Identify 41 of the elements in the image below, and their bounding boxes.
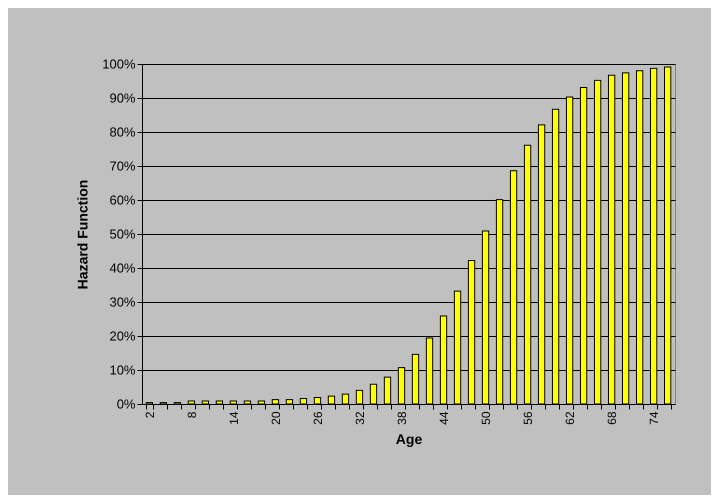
bar	[272, 399, 280, 404]
x-axis-title: Age	[396, 430, 422, 447]
y-tick-label: 10%	[109, 362, 136, 378]
bar	[328, 396, 336, 404]
bar	[286, 399, 294, 404]
bar	[230, 400, 238, 404]
y-tick-label: 0%	[116, 396, 136, 412]
y-tick-label: 50%	[109, 226, 136, 242]
x-tick-label: 32	[352, 411, 367, 425]
y-tick-label: 80%	[109, 124, 136, 140]
x-tick-label: 44	[437, 411, 452, 425]
bar	[356, 390, 364, 404]
x-tick-label: 74	[647, 411, 662, 425]
y-tick-label: 20%	[109, 328, 136, 344]
x-tick-label: 38	[394, 411, 409, 425]
x-tick-label: 50	[479, 411, 494, 425]
y-tick-label: 30%	[109, 294, 136, 310]
bar	[300, 398, 308, 404]
x-tick-label: 56	[521, 411, 536, 425]
y-tick-label: 60%	[109, 192, 136, 208]
x-tick-label: 14	[226, 411, 241, 425]
x-tick-label: 8	[184, 411, 199, 418]
bar	[342, 394, 350, 404]
bar	[258, 400, 266, 404]
bar	[188, 400, 196, 404]
x-tick-label: 26	[310, 411, 325, 425]
bar	[384, 376, 392, 404]
x-tick-label: 2	[142, 411, 157, 418]
bar	[314, 397, 322, 404]
y-tick-label: 100%	[102, 56, 136, 72]
y-tick-label: 90%	[109, 90, 136, 106]
bar	[370, 384, 378, 404]
x-tick-label: 62	[563, 411, 578, 425]
bar	[244, 400, 252, 404]
y-tick-label: 70%	[109, 158, 136, 174]
bar	[202, 400, 210, 404]
bar	[216, 400, 224, 404]
x-tick-label: 68	[605, 411, 620, 425]
x-tick-label: 20	[268, 411, 283, 425]
y-axis-title: Hazard Function	[74, 180, 90, 290]
y-tick-label: 40%	[109, 260, 136, 276]
